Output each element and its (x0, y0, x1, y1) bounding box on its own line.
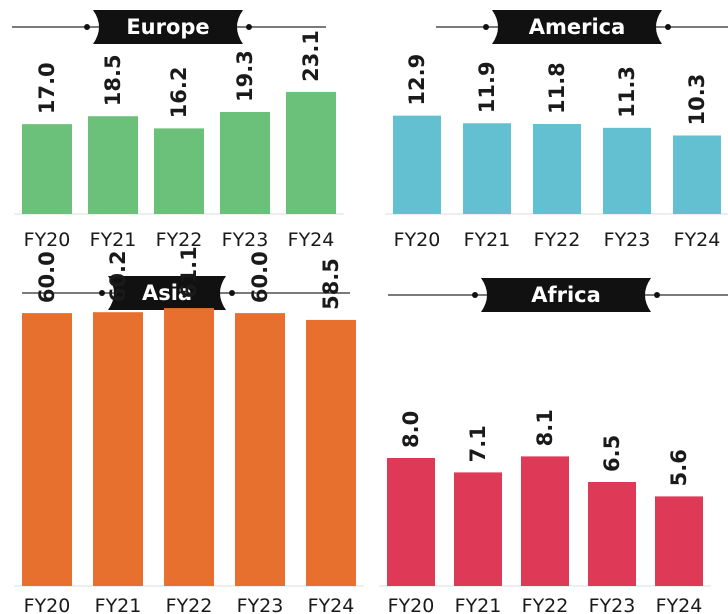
bar-europe-fy24 (286, 91, 336, 214)
title-banner (492, 10, 662, 44)
chart-america: America 12.9 FY20 11.9 FY21 11.8 FY22 11.3 FY23 1… (385, 10, 728, 251)
bar-america-fy22 (533, 124, 581, 214)
chart-title: America (529, 15, 626, 39)
x-tick-label: FY24 (674, 229, 721, 251)
x-tick-label: FY22 (534, 229, 581, 251)
bar-europe-fy23 (220, 111, 270, 214)
data-label: 5.6 (667, 449, 691, 486)
title-banner (481, 278, 651, 312)
x-tick-label: FY21 (90, 229, 137, 251)
x-tick-label: FY24 (656, 595, 703, 614)
chart-africa: Africa 8.0 FY20 7.1 FY21 8.1 FY22 6.5 FY23 5.6 FY2… (379, 278, 728, 614)
data-label: 11.8 (545, 62, 569, 114)
x-tick-label: FY21 (464, 229, 511, 251)
data-label: 23.1 (299, 30, 323, 82)
title-banner (93, 10, 243, 44)
x-tick-label: FY20 (24, 229, 71, 251)
data-label: 60.0 (35, 251, 59, 303)
x-tick-label: FY23 (222, 229, 269, 251)
chart-title: Asia (142, 281, 192, 305)
data-label: 8.0 (399, 411, 423, 448)
chart-title: Africa (531, 283, 601, 307)
chart-title: Europe (126, 15, 209, 39)
chart-panel-asia: Asia 60.0 FY20 60.2 FY21 61.1 FY22 60.0 FY23 58.5… (0, 246, 368, 614)
title-banner (108, 276, 226, 310)
x-tick-label: FY22 (166, 595, 213, 614)
connector-dot-left (84, 24, 90, 30)
connector-dot-right (654, 292, 660, 298)
data-label: 60.2 (106, 250, 130, 302)
connector-dot-left (483, 24, 489, 30)
bar-america-fy23 (603, 127, 651, 214)
x-tick-label: FY21 (95, 595, 142, 614)
bar-asia-fy21 (93, 312, 143, 586)
data-label: 18.5 (101, 54, 125, 106)
chart-panel-africa: Africa 8.0 FY20 7.1 FY21 8.1 FY22 6.5 FY23 5.6 FY2… (379, 266, 728, 614)
x-tick-label: FY20 (24, 595, 71, 614)
data-label: 8.1 (533, 409, 557, 446)
bar-america-fy21 (463, 123, 511, 214)
x-tick-label: FY20 (388, 595, 435, 614)
bar-asia-fy23 (235, 313, 285, 586)
bar-europe-fy20 (22, 124, 72, 214)
bar-africa-fy24 (655, 496, 703, 586)
x-tick-label: FY21 (455, 595, 502, 614)
chart-asia: Asia 60.0 FY20 60.2 FY21 61.1 FY22 60.0 FY23 58.5… (14, 246, 364, 614)
bar-africa-fy21 (454, 472, 502, 586)
bar-africa-fy22 (521, 456, 569, 586)
bar-africa-fy23 (588, 482, 636, 586)
data-label: 12.9 (405, 54, 429, 106)
data-label: 11.3 (615, 66, 639, 118)
data-label: 60.0 (248, 251, 272, 303)
bar-europe-fy21 (88, 116, 138, 214)
bar-europe-fy22 (154, 128, 204, 214)
data-label: 7.1 (466, 425, 490, 462)
chart-panel-europe: Europe 17.0 FY20 18.5 FY21 16.2 FY22 19.3 FY23 23… (0, 0, 368, 252)
connector-dot-right (229, 290, 235, 296)
bar-america-fy20 (393, 115, 441, 214)
bar-asia-fy22 (164, 308, 214, 586)
x-tick-label: FY24 (288, 229, 335, 251)
data-label: 58.5 (319, 258, 343, 310)
x-tick-label: FY23 (589, 595, 636, 614)
data-label: 6.5 (600, 435, 624, 472)
connector-dot-left (472, 292, 478, 298)
bar-africa-fy20 (387, 458, 435, 586)
data-label: 16.2 (167, 67, 191, 119)
bar-asia-fy24 (306, 319, 356, 586)
data-label: 19.3 (233, 50, 257, 102)
connector-dot-right (665, 24, 671, 30)
bar-asia-fy20 (22, 313, 72, 586)
x-tick-label: FY20 (394, 229, 441, 251)
x-tick-label: FY23 (237, 595, 284, 614)
data-label: 17.0 (35, 62, 59, 114)
chart-europe: Europe 17.0 FY20 18.5 FY21 16.2 FY22 19.3 FY23 23… (12, 10, 344, 251)
connector-dot-right (246, 24, 252, 30)
chart-panel-america: America 12.9 FY20 11.9 FY21 11.8 FY22 11.3 FY23 1… (380, 0, 728, 252)
connector-dot-left (99, 290, 105, 296)
bar-america-fy24 (673, 135, 721, 214)
data-label: 11.9 (475, 61, 499, 113)
x-tick-label: FY24 (308, 595, 355, 614)
data-label: 10.3 (685, 74, 709, 126)
x-tick-label: FY23 (604, 229, 651, 251)
x-tick-label: FY22 (156, 229, 203, 251)
x-tick-label: FY22 (522, 595, 569, 614)
data-label: 61.1 (177, 246, 201, 298)
